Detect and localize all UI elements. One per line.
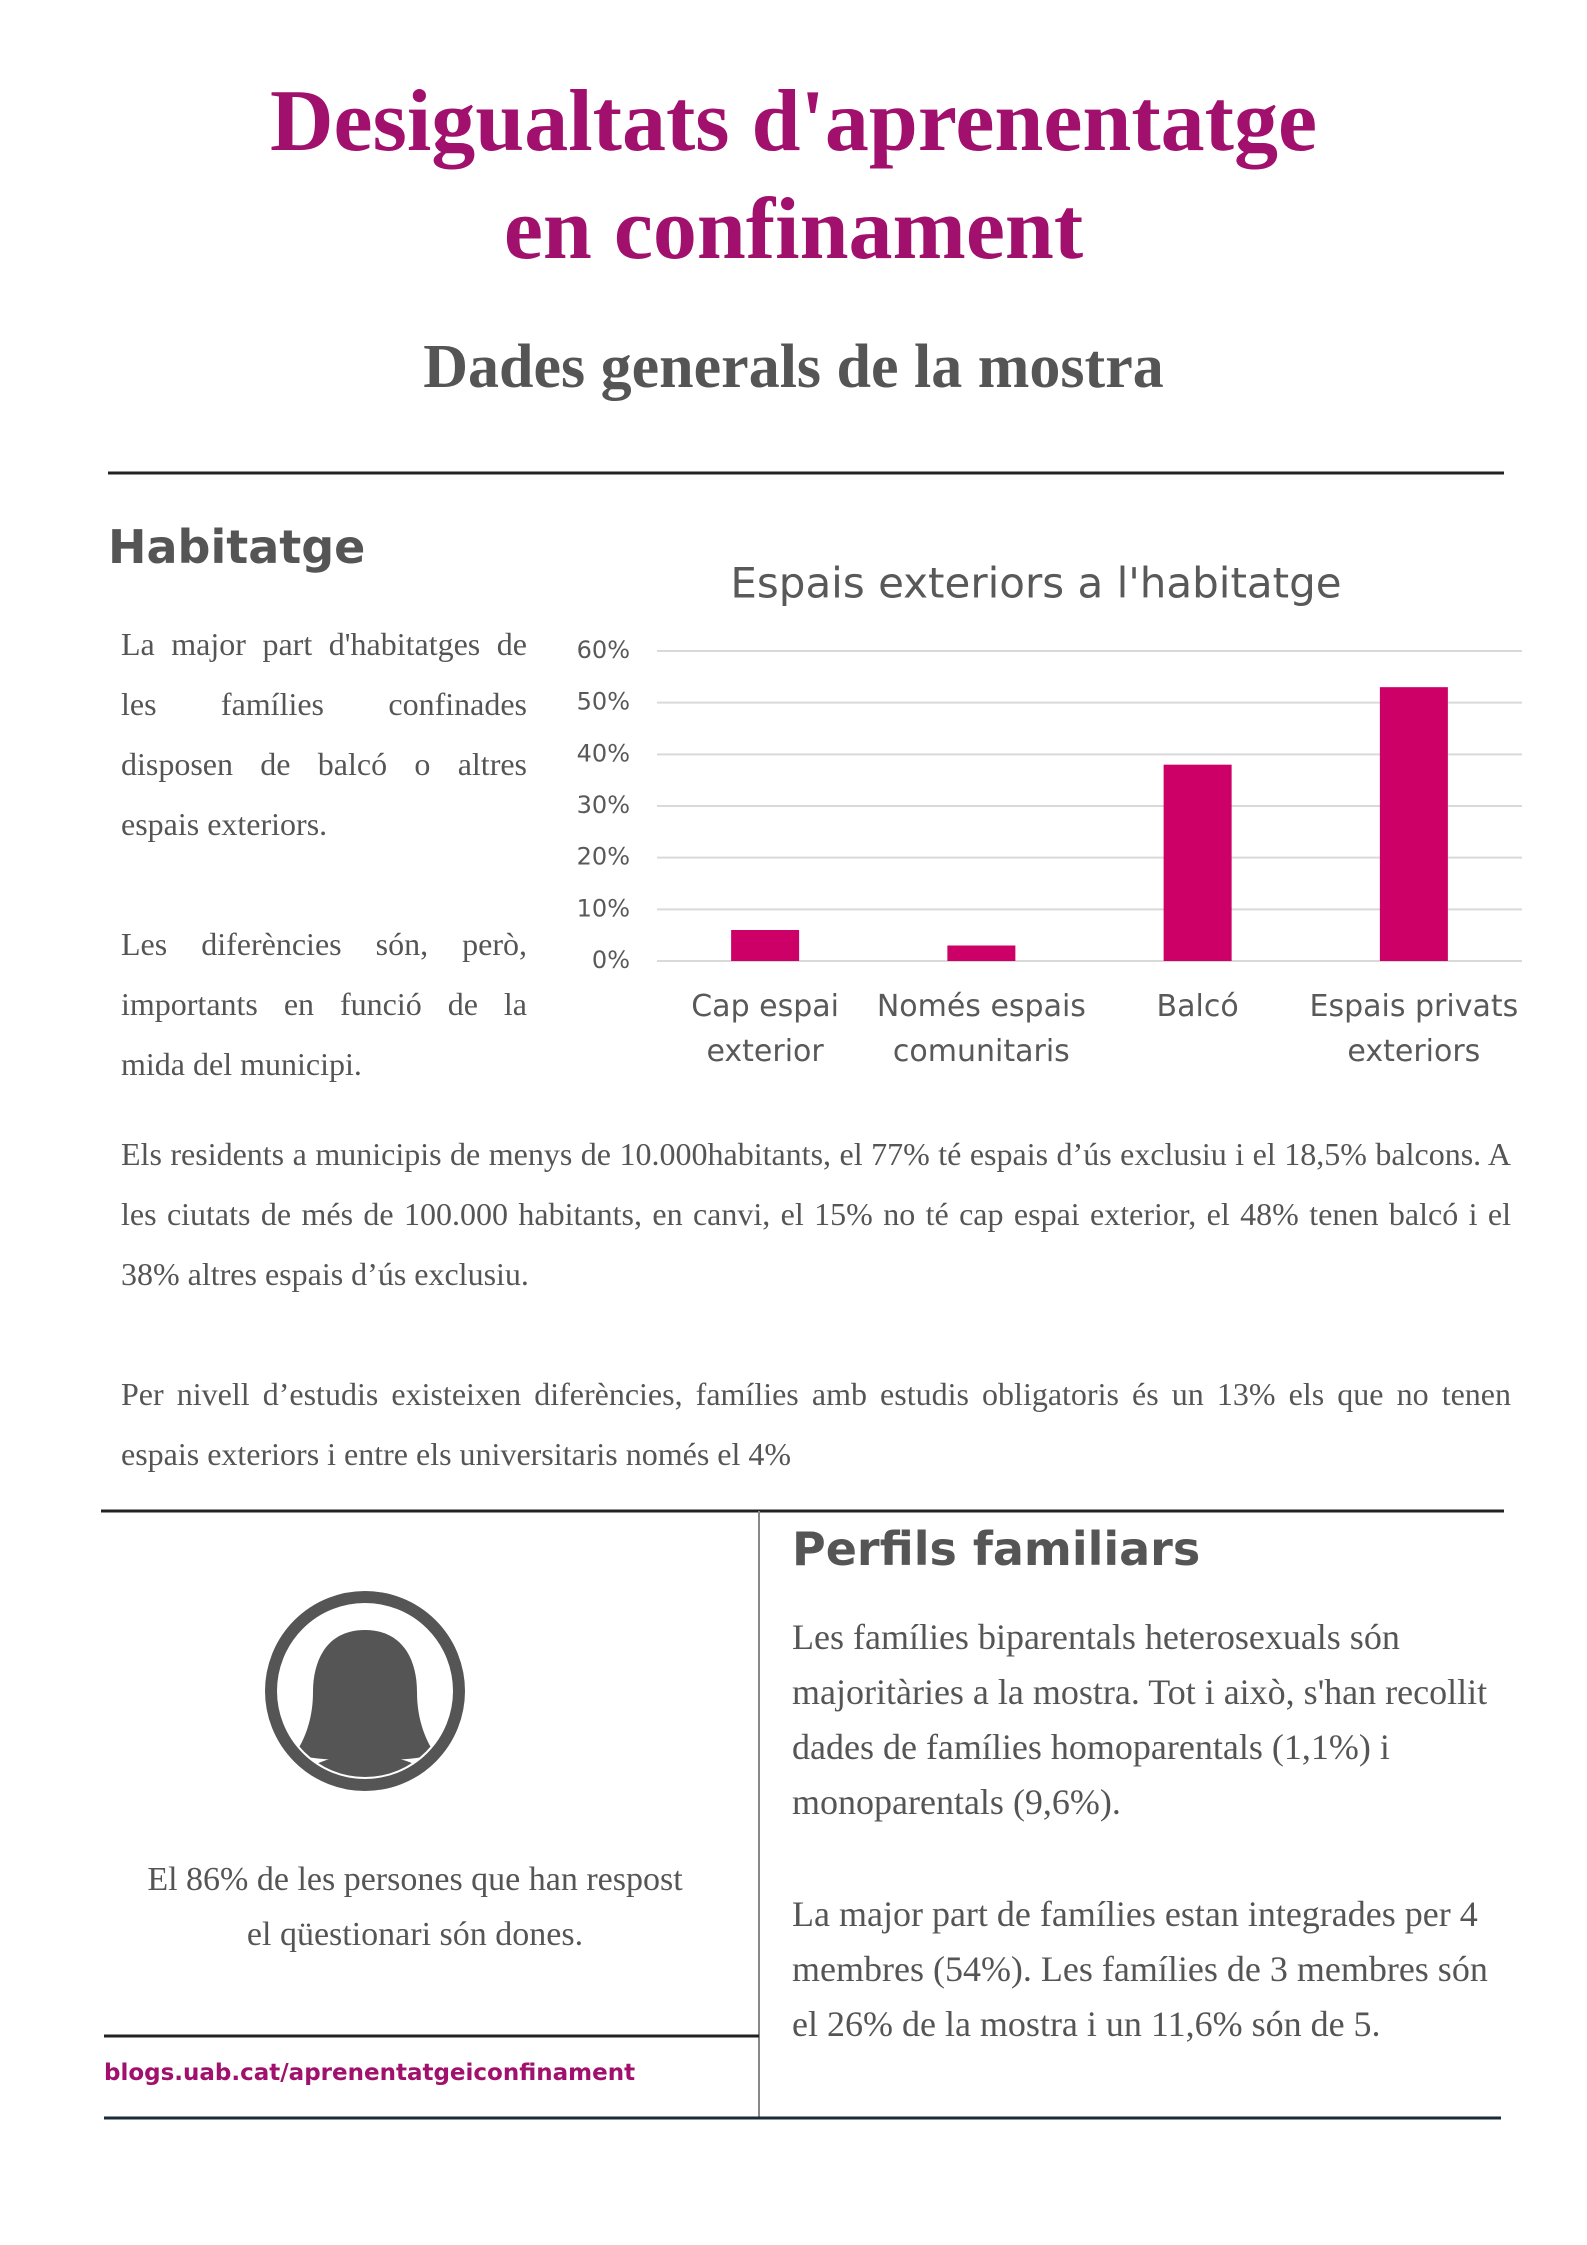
y-tick-label: 60% — [577, 636, 630, 664]
link[interactable]: blogs.uab.cat/aprenentatgeiconfinament — [104, 2060, 636, 2086]
x-tick-label: Balcó — [1156, 989, 1239, 1024]
bar — [1379, 687, 1448, 961]
title: en confinament — [503, 181, 1084, 278]
x-tick-label: Espais privats exteriors — [1309, 989, 1519, 1069]
paragraph: La major part de famílies estan integrad… — [792, 1894, 1488, 2044]
chart-title: Espais exteriors a l'habitatge — [730, 559, 1341, 608]
bar — [947, 945, 1016, 961]
y-tick-label: 40% — [577, 739, 630, 767]
heading: Habitatge — [108, 520, 366, 574]
title: Desigualtats d'aprenentatge — [269, 73, 1318, 170]
y-tick-label: 0% — [592, 946, 630, 974]
paragraph: Les famílies biparentals heterosexuals s… — [792, 1617, 1488, 1822]
woman-icon — [265, 1591, 465, 1791]
paragraph: Per nivell d’estudis existeixen diferènc… — [121, 1376, 1511, 1472]
paragraph: La major part d'habitatges de les famíli… — [121, 626, 527, 842]
subtitle: Dades generals de la mostra — [423, 333, 1164, 401]
paragraph: Les diferències són, però, importants en… — [121, 926, 527, 1082]
y-tick-label: 30% — [577, 791, 630, 819]
bar — [731, 930, 800, 961]
y-tick-label: 20% — [577, 843, 630, 871]
paragraph: Els residents a municipis de menys de 10… — [121, 1136, 1511, 1292]
bar — [1163, 764, 1232, 961]
y-tick-label: 10% — [577, 894, 630, 922]
heading: Perfils familiars — [792, 1522, 1201, 1576]
caption: El 86% de les persones que han respost e… — [147, 1861, 683, 1953]
y-tick-label: 50% — [577, 688, 630, 716]
x-tick-label: Cap espai exterior — [691, 989, 839, 1069]
x-tick-label: Només espais comunitaris — [876, 989, 1086, 1069]
